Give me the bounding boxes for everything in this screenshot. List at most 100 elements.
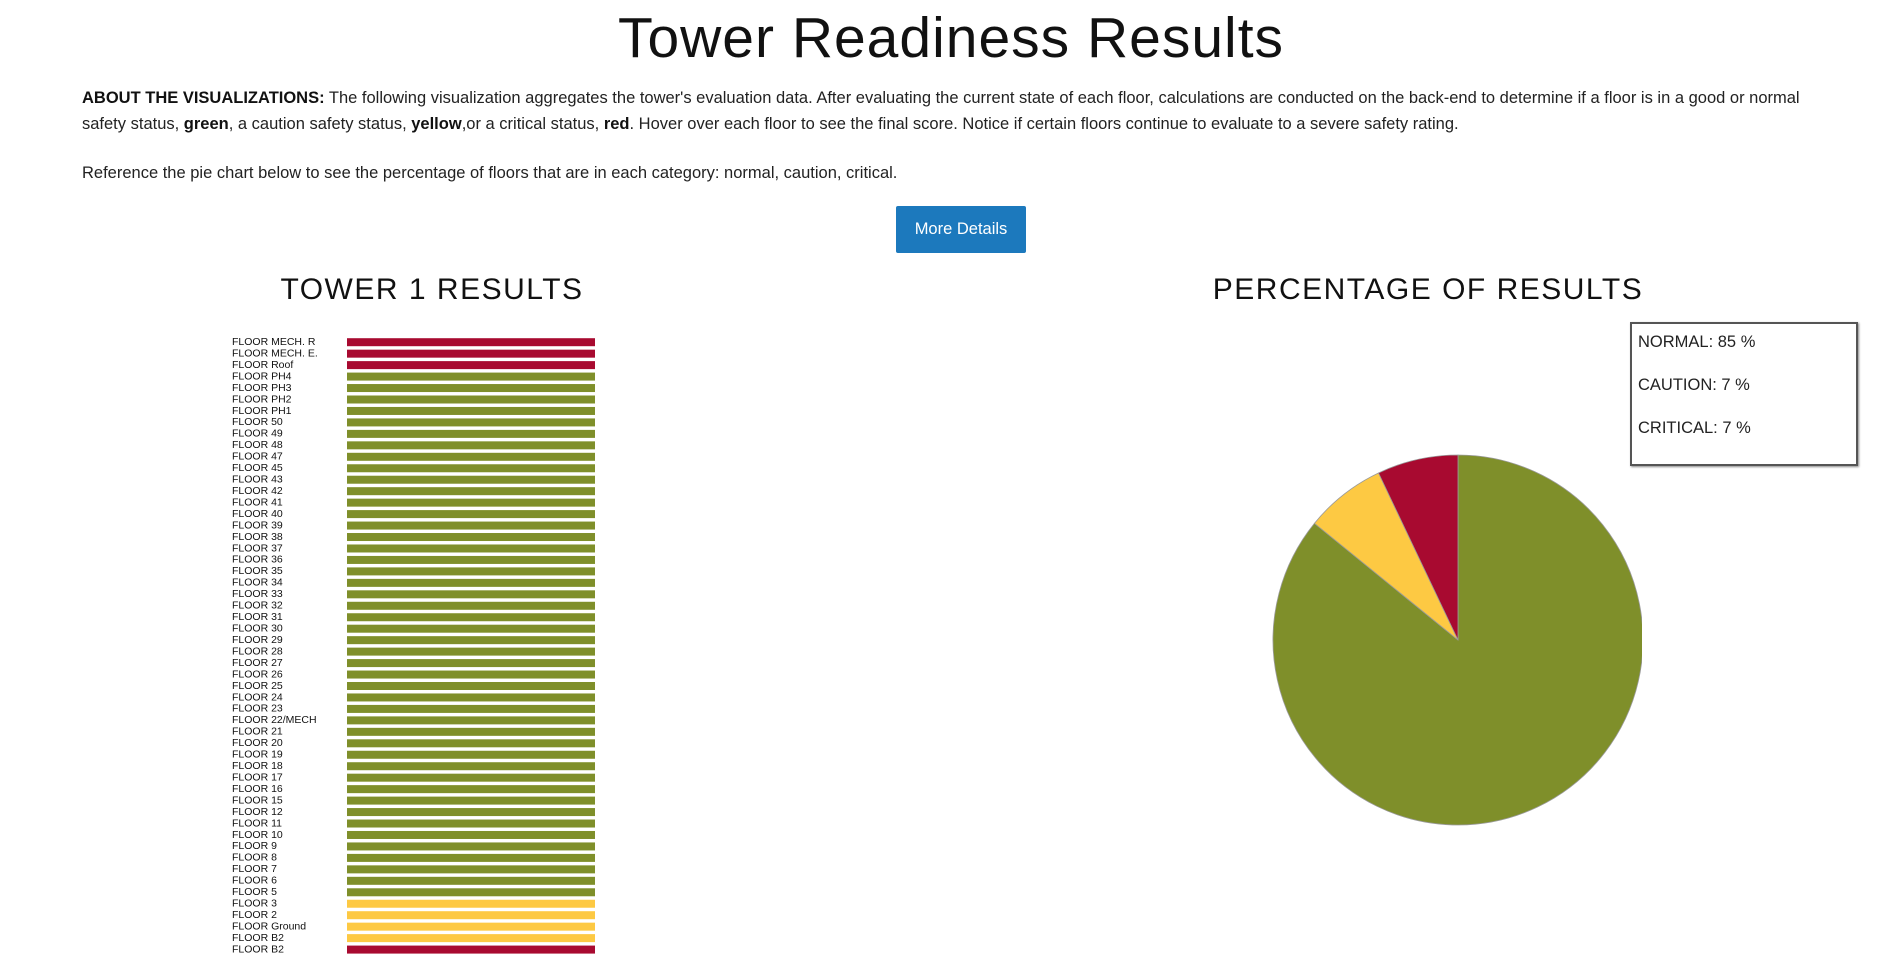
floor-bar[interactable] [347, 372, 595, 381]
floor-bar[interactable] [347, 521, 595, 530]
floor-bar[interactable] [347, 464, 595, 473]
floor-bar[interactable] [347, 899, 595, 908]
floor-bar[interactable] [347, 487, 595, 496]
floor-bar[interactable] [347, 636, 595, 645]
floor-bar[interactable] [347, 659, 595, 668]
floor-bar[interactable] [347, 613, 595, 622]
about-paragraph: ABOUT THE VISUALIZATIONS: The following … [82, 86, 1822, 137]
floor-label: FLOOR PH2 [232, 393, 292, 405]
about-text-1: The following visualization aggregates t… [82, 89, 1800, 133]
floor-bar[interactable] [347, 888, 595, 897]
floor-bar[interactable] [347, 578, 595, 587]
about-text-2: , a caution safety status, [228, 114, 412, 133]
floor-bar[interactable] [347, 624, 595, 633]
green-word: green [183, 114, 229, 133]
floor-label: FLOOR 49 [232, 428, 283, 440]
more-details-button[interactable]: More Details [896, 206, 1026, 253]
floor-label: FLOOR 28 [232, 645, 283, 657]
floor-label: FLOOR 6 [232, 875, 277, 887]
floor-bar[interactable] [347, 808, 595, 817]
floor-label: FLOOR 25 [232, 680, 283, 692]
floor-bar[interactable] [347, 441, 595, 450]
floor-label: FLOOR 50 [232, 416, 283, 428]
floor-bar[interactable] [347, 945, 595, 954]
floor-bar[interactable] [347, 567, 595, 576]
floor-label: FLOOR PH3 [232, 382, 292, 394]
floor-bar[interactable] [347, 922, 595, 931]
floor-bar[interactable] [347, 338, 595, 347]
floor-bar[interactable] [347, 842, 595, 851]
floor-bar[interactable] [347, 830, 595, 839]
floor-bar[interactable] [347, 704, 595, 713]
pie-slice-critical[interactable] [1377, 454, 1459, 641]
floor-label: FLOOR 48 [232, 439, 283, 451]
floor-label: FLOOR 29 [232, 634, 283, 646]
floor-label: FLOOR 42 [232, 485, 283, 497]
floor-label: FLOOR 22/MECH [232, 714, 317, 726]
floor-bar[interactable] [347, 544, 595, 553]
floor-bar[interactable] [347, 785, 595, 794]
page-title: Tower Readiness Results [617, 6, 1285, 70]
floor-bar[interactable] [347, 934, 595, 943]
floor-bar[interactable] [347, 750, 595, 759]
floor-bar[interactable] [347, 498, 595, 507]
floor-bar[interactable] [347, 670, 595, 679]
floor-bar[interactable] [347, 762, 595, 771]
floor-label: FLOOR 19 [232, 749, 283, 761]
floor-bar[interactable] [347, 682, 595, 690]
floor-label: FLOOR 11 [232, 817, 282, 829]
floor-bar[interactable] [347, 773, 595, 782]
about-label: ABOUT THE VISUALIZATIONS: [82, 89, 325, 107]
floor-label: FLOOR 35 [232, 565, 283, 577]
floor-bar[interactable] [347, 853, 595, 862]
legend-normal: NORMAL: 85 % [1638, 333, 1756, 351]
floor-label: FLOOR 12 [232, 806, 283, 818]
floor-bar[interactable] [347, 727, 595, 736]
floor-label: FLOOR 32 [232, 600, 283, 612]
floor-bar[interactable] [347, 819, 595, 828]
about-text-4: . Hover over each floor to see the final… [629, 114, 1459, 133]
floor-bar[interactable] [347, 796, 595, 805]
floor-label: FLOOR B2 [232, 932, 284, 944]
floor-bar[interactable] [347, 911, 595, 920]
floor-label: FLOOR 33 [232, 588, 283, 600]
floor-bar[interactable] [347, 590, 595, 599]
floor-bar[interactable] [347, 693, 595, 702]
floor-bar[interactable] [347, 349, 595, 358]
floor-label: FLOOR 34 [232, 577, 283, 589]
floor-bar[interactable] [347, 475, 595, 484]
floor-bar[interactable] [347, 361, 595, 370]
floor-bar[interactable] [347, 555, 595, 564]
floor-label: FLOOR 10 [232, 829, 283, 841]
floor-label: FLOOR 41 [232, 496, 283, 508]
floor-bar[interactable] [347, 876, 595, 885]
percentage-results-title: PERCENTAGE OF RESULTS [1212, 273, 1644, 306]
floor-label: FLOOR 7 [232, 863, 277, 875]
floor-bar[interactable] [347, 510, 595, 519]
floor-bar[interactable] [347, 452, 595, 461]
floor-bar[interactable] [347, 384, 595, 393]
floor-bar[interactable] [347, 533, 595, 542]
legend-critical: CRITICAL: 7 % [1638, 419, 1751, 437]
floor-label: FLOOR Roof [232, 359, 293, 371]
floor-bar[interactable] [347, 418, 595, 427]
floor-label: FLOOR 20 [232, 737, 283, 749]
floor-bar[interactable] [347, 647, 595, 656]
floor-bar[interactable] [347, 865, 595, 874]
yellow-word: yellow [411, 114, 462, 133]
floor-label: FLOOR 9 [232, 840, 277, 852]
floor-label: FLOOR 3 [232, 898, 277, 910]
floor-bar[interactable] [347, 716, 595, 725]
floor-label: FLOOR Ground [232, 920, 306, 932]
floor-bar[interactable] [347, 601, 595, 610]
floor-label: FLOOR MECH. E. [232, 347, 318, 359]
floor-bar[interactable] [347, 406, 595, 415]
floor-bar[interactable] [347, 395, 595, 404]
floor-label: FLOOR 2 [232, 909, 277, 921]
floor-bar[interactable] [347, 739, 595, 748]
floor-label: FLOOR 30 [232, 623, 283, 635]
floor-bar[interactable] [347, 429, 595, 438]
floor-label: FLOOR 24 [232, 691, 283, 703]
floor-label: FLOOR 26 [232, 668, 283, 680]
red-word: red [603, 114, 630, 133]
